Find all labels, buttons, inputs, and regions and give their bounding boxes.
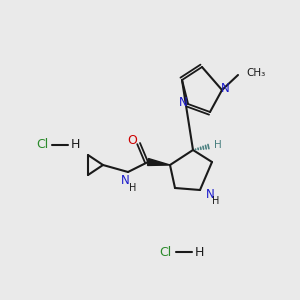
Text: H: H (70, 139, 80, 152)
Text: N: N (220, 82, 230, 94)
Text: H: H (212, 196, 220, 206)
Text: H: H (129, 183, 137, 193)
Text: H: H (194, 245, 204, 259)
Text: N: N (121, 175, 129, 188)
Text: Cl: Cl (159, 245, 171, 259)
Text: H: H (214, 140, 222, 150)
Text: O: O (127, 134, 137, 148)
Text: CH₃: CH₃ (246, 68, 265, 78)
Text: Cl: Cl (36, 139, 48, 152)
Text: N: N (206, 188, 214, 200)
Polygon shape (148, 158, 170, 166)
Text: N: N (178, 95, 188, 109)
